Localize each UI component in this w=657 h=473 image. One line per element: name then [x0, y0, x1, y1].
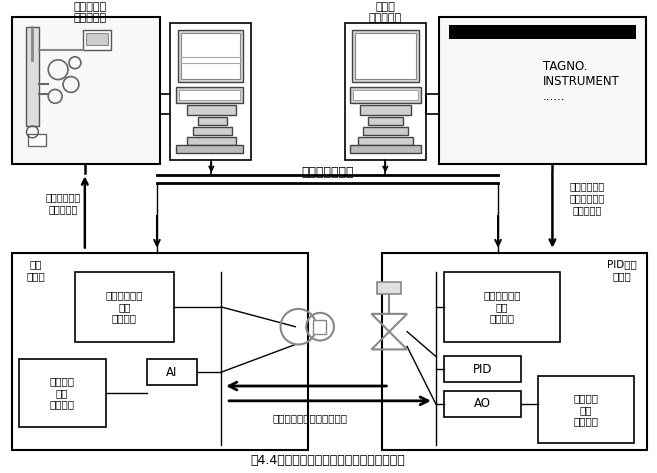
Text: 監視・操作の
ための通信: 監視・操作の ための通信 [45, 193, 81, 214]
Bar [363, 127, 408, 135]
Bar [75, 272, 174, 342]
Bar [86, 33, 108, 45]
Text: オペレータ
コンソール: オペレータ コンソール [73, 1, 106, 23]
Bar [176, 88, 243, 103]
Bar [187, 137, 236, 145]
Bar [193, 127, 232, 135]
Bar [147, 359, 196, 385]
Bar [83, 30, 110, 50]
Bar [439, 18, 646, 164]
Text: 流量
伝送器: 流量 伝送器 [26, 260, 45, 281]
Bar [443, 391, 521, 417]
Text: AO: AO [474, 397, 491, 410]
Bar [170, 23, 251, 159]
Bar [537, 376, 635, 443]
Text: PID付き
調節弁: PID付き 調節弁 [606, 260, 637, 281]
Bar [176, 145, 243, 153]
Text: TAGNO.
INSTRUMENT
......: TAGNO. INSTRUMENT ...... [543, 60, 620, 103]
Bar [26, 27, 39, 126]
Bar [357, 137, 413, 145]
Text: 入力信号
変換
ブロック: 入力信号 変換 ブロック [574, 393, 599, 426]
Text: 入力信号
変換
ブロック: 入力信号 変換 ブロック [49, 377, 75, 410]
Bar [382, 253, 647, 450]
Bar [353, 90, 418, 100]
Bar [443, 356, 521, 382]
Bar [367, 117, 403, 125]
Text: PID: PID [472, 363, 492, 376]
Bar [179, 90, 240, 100]
Text: AI: AI [166, 366, 177, 379]
Bar [359, 105, 411, 115]
Bar [351, 30, 419, 81]
Bar [350, 145, 421, 153]
Bar [18, 359, 106, 427]
Bar [350, 88, 421, 103]
Text: 保守用
コンソール: 保守用 コンソール [369, 1, 402, 23]
Text: 図4.4　フィールドバス上のいろいろな通信: 図4.4 フィールドバス上のいろいろな通信 [250, 454, 405, 467]
Bar [28, 134, 46, 146]
Bar [449, 25, 637, 39]
Text: ハードウェア
情報
ブロック: ハードウェア 情報 ブロック [484, 290, 521, 324]
Bar [198, 117, 227, 125]
Bar [12, 253, 308, 450]
Bar [443, 272, 560, 342]
Bar [187, 105, 236, 115]
Bar [345, 23, 426, 159]
Text: フィールドの
管理・保全の
ための通信: フィールドの 管理・保全の ための通信 [570, 182, 604, 215]
Bar [12, 18, 160, 164]
Text: 分散制御のための周期通信: 分散制御のための周期通信 [273, 413, 348, 424]
Bar [178, 30, 243, 81]
Text: フィールドバス: フィールドバス [302, 166, 354, 179]
Bar [313, 320, 326, 333]
Bar [377, 282, 401, 294]
Bar [181, 33, 240, 79]
Text: ハードウェア
情報
ブロック: ハードウェア 情報 ブロック [106, 290, 143, 324]
Bar [355, 33, 416, 79]
